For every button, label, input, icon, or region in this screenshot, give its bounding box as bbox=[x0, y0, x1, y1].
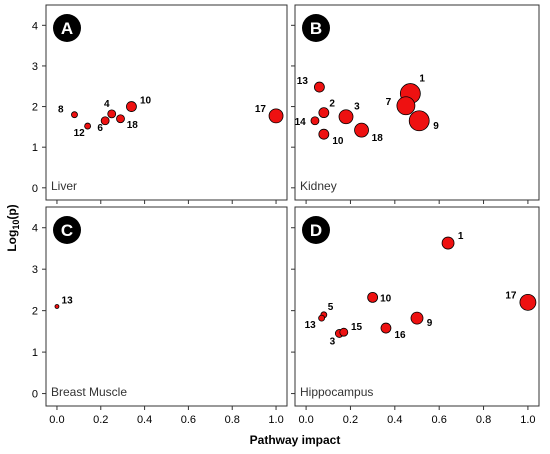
y-axis-label-subscript: 10 bbox=[11, 220, 21, 230]
plot-frame bbox=[294, 206, 540, 407]
panel-label: Breast Muscle bbox=[51, 385, 127, 399]
data-point-label: 8 bbox=[58, 105, 64, 116]
data-point bbox=[354, 122, 369, 138]
y-tick-label: 1 bbox=[32, 347, 38, 359]
data-point-label: 13 bbox=[62, 296, 74, 307]
data-point bbox=[318, 107, 330, 119]
data-point-label: 14 bbox=[295, 117, 307, 128]
y-tick-label: 4 bbox=[32, 223, 38, 235]
panel-badge bbox=[302, 14, 330, 42]
data-point-label: 13 bbox=[305, 320, 317, 331]
x-tick-label: 0.4 bbox=[137, 414, 152, 426]
data-point bbox=[116, 114, 125, 124]
data-point-label: 6 bbox=[97, 123, 103, 134]
panel-badge bbox=[53, 14, 81, 42]
x-tick-label: 0.0 bbox=[49, 414, 64, 426]
x-tick-label: 0.6 bbox=[432, 414, 447, 426]
x-tick-label: 0.4 bbox=[387, 414, 402, 426]
data-point bbox=[380, 322, 392, 334]
panel-label: Liver bbox=[51, 179, 77, 193]
data-point bbox=[410, 311, 424, 325]
data-point-label: 13 bbox=[297, 76, 309, 87]
x-tick-label: 1.0 bbox=[268, 414, 283, 426]
data-point bbox=[268, 108, 284, 124]
data-point bbox=[519, 293, 537, 311]
panel-badge-letter: B bbox=[310, 19, 322, 38]
data-point bbox=[100, 116, 110, 126]
x-tick-label: 0.6 bbox=[181, 414, 196, 426]
data-point bbox=[71, 111, 78, 119]
x-axis-label: Pathway impact bbox=[250, 433, 341, 447]
y-tick-label: 2 bbox=[32, 306, 38, 318]
x-tick-label: 0.8 bbox=[225, 414, 240, 426]
y-tick-label: 2 bbox=[32, 102, 38, 114]
y-tick-label: 4 bbox=[32, 20, 38, 32]
y-tick-label: 3 bbox=[32, 264, 38, 276]
data-point bbox=[318, 314, 326, 322]
x-tick-label: 0.0 bbox=[298, 414, 313, 426]
data-point-label: 10 bbox=[140, 96, 152, 107]
data-point-label: 3 bbox=[330, 336, 336, 347]
data-point-label: 18 bbox=[372, 133, 384, 144]
x-tick-label: 0.2 bbox=[343, 414, 358, 426]
plot-frame bbox=[45, 206, 288, 407]
panel-badge bbox=[53, 216, 81, 244]
data-point bbox=[84, 122, 92, 130]
data-point-label: 2 bbox=[329, 99, 335, 110]
panel-d: 0.0 0.2 0.4 0.6 0.8 1.0 D Hippocampus 5 13 3 15 16 10… bbox=[291, 206, 540, 426]
panel-label: Hippocampus bbox=[300, 385, 373, 399]
panel-badge-letter: A bbox=[61, 19, 73, 38]
data-point-label: 18 bbox=[127, 120, 139, 131]
data-point bbox=[318, 128, 330, 140]
y-axis-label-base: Log bbox=[5, 230, 19, 252]
y-tick-label: 0 bbox=[32, 183, 38, 195]
data-point-label: 1 bbox=[458, 231, 464, 242]
data-point-label: 17 bbox=[505, 290, 517, 301]
x-tick-label: 1.0 bbox=[520, 414, 535, 426]
data-point-label: 12 bbox=[74, 128, 86, 139]
data-point-label: 7 bbox=[386, 97, 392, 108]
data-point-label: 17 bbox=[255, 104, 267, 115]
plot-frame bbox=[294, 4, 540, 201]
data-point bbox=[107, 109, 117, 119]
data-point bbox=[54, 304, 60, 309]
panel-label: Kidney bbox=[300, 179, 337, 193]
data-point-label: 5 bbox=[328, 302, 334, 313]
data-point-label: 4 bbox=[104, 99, 110, 110]
panel-badge-letter: D bbox=[310, 221, 322, 240]
panel-b: B Kidney 13 2 14 10 3 18 1 7 9 bbox=[291, 4, 540, 204]
panel-badge-letter: C bbox=[61, 221, 73, 240]
data-point-label: 16 bbox=[394, 330, 406, 341]
data-point-label: 3 bbox=[354, 102, 360, 113]
y-tick-label: 1 bbox=[32, 142, 38, 154]
plot-frame bbox=[45, 4, 288, 201]
data-point bbox=[126, 101, 137, 112]
panel-badge bbox=[302, 216, 330, 244]
data-point bbox=[367, 291, 379, 303]
y-tick-label: 0 bbox=[32, 389, 38, 401]
data-point bbox=[310, 116, 320, 126]
data-point-label: 9 bbox=[427, 318, 433, 329]
data-point-label: 10 bbox=[332, 136, 344, 147]
data-point-label: 9 bbox=[433, 121, 439, 132]
data-point bbox=[338, 109, 354, 125]
data-point-label: 1 bbox=[419, 74, 425, 85]
data-point bbox=[396, 96, 416, 116]
panel-c: 0 1 2 3 4 0.0 0.2 0.4 0.6 0.8 1.0 C Breast Muscle 13 bbox=[32, 206, 288, 426]
y-tick-label: 3 bbox=[32, 61, 38, 73]
x-tick-label: 0.2 bbox=[93, 414, 108, 426]
x-tick-label: 0.8 bbox=[476, 414, 491, 426]
data-point-label: 15 bbox=[351, 322, 363, 333]
data-point bbox=[408, 110, 430, 132]
data-point bbox=[339, 327, 349, 337]
data-point-label: 10 bbox=[380, 293, 392, 304]
y-axis-label-tail: (p) bbox=[5, 204, 19, 219]
y-axis-label: Log10(p) bbox=[5, 204, 21, 251]
data-point bbox=[313, 81, 325, 93]
data-point bbox=[441, 236, 455, 250]
